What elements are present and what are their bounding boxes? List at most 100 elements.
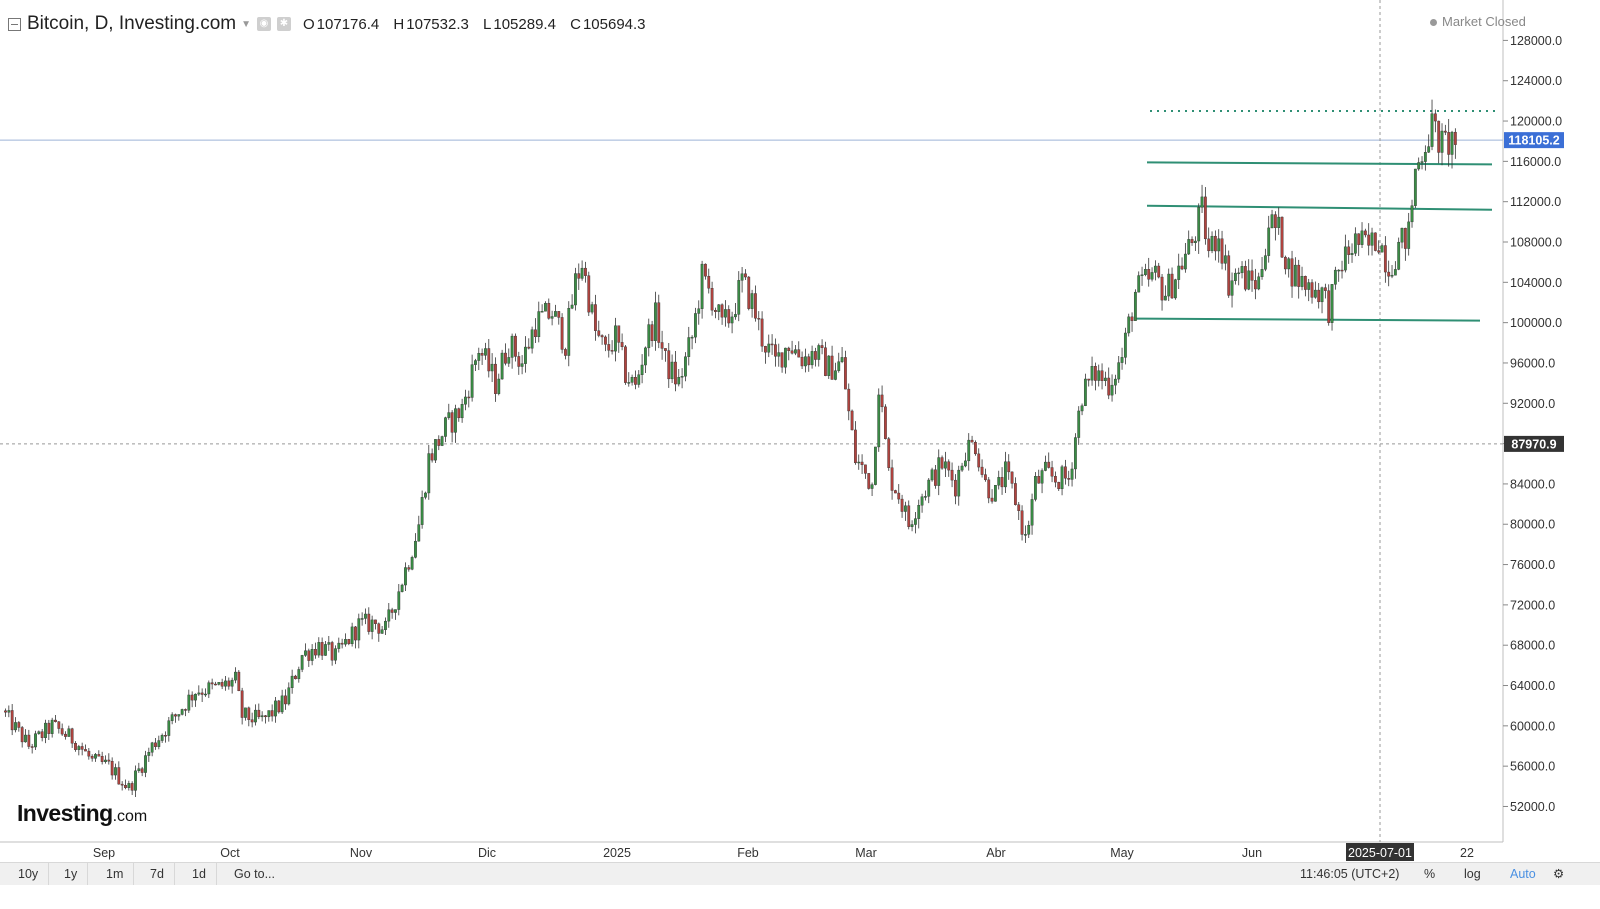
candle-up [1300,275,1304,287]
collapse-icon[interactable] [8,17,21,31]
y-tick-label: 120000.0 [1510,115,1562,129]
candle-up [550,316,554,319]
candle-down [867,473,871,489]
candle-down [1180,265,1184,270]
candle-down [1093,366,1097,381]
candle-up [1033,476,1037,500]
candle-down [610,350,614,352]
candle-up [694,313,697,338]
x-tick-label: 22 [1460,846,1474,860]
candle-down [597,330,601,336]
candle-down [1010,471,1014,484]
candle-down [210,682,214,685]
candle-down [1290,258,1294,287]
gear-icon[interactable]: ⚙ [1553,867,1565,881]
candle-up [360,618,364,620]
candle-up [1330,284,1334,323]
candle-down [90,755,94,759]
candle-up [1177,265,1181,280]
candle-up [857,461,861,464]
candlestick-chart[interactable]: 128000.0 124000.0 120000.0 116000.0 112000.0… [0,0,1600,862]
candle-down [977,453,981,468]
candle-down [864,464,867,474]
open-value: 107176.4 [316,15,380,33]
candle-up [417,524,421,542]
chevron-down-icon[interactable]: ▼ [241,18,251,30]
candle-down [4,710,7,713]
y-tick-label: 64000.0 [1510,679,1555,693]
y-tick-label: 84000.0 [1510,477,1555,491]
candle-up [357,618,361,641]
candle-up [394,609,397,613]
candle-up [420,497,424,525]
auto-button[interactable]: Auto [1510,867,1536,881]
candle-down [374,619,377,624]
candle-down [120,783,124,786]
candle-up [474,360,477,365]
percent-button[interactable]: % [1424,867,1436,881]
range-7d-button[interactable]: 7d [140,863,175,885]
bottom-toolbar: 10y 1y 1m 7d 1d Go to... 11:46:05 (UTC+2… [0,862,1600,885]
x-tick-label: Nov [350,846,373,860]
candle-down [940,457,944,469]
candle-up [1193,240,1197,244]
current-price-badge-bg [1504,132,1564,149]
candle-up [874,446,877,485]
candle-up [687,337,691,357]
range-10y-button[interactable]: 10y [8,863,50,885]
candle-down [954,479,957,497]
candle-down [1437,120,1441,153]
log-button[interactable]: log [1464,867,1481,881]
candle-down [227,680,231,687]
candle-up [544,302,547,312]
candle-up [1393,269,1397,276]
candle-up [670,361,674,380]
candle-down [70,728,74,744]
candle-up [1223,255,1227,264]
candle-up [317,642,321,656]
symbol-title[interactable]: Bitcoin, D, Investing.com [27,13,237,34]
candle-down [897,492,901,500]
candle-up [1230,280,1234,296]
candle-down [624,346,627,383]
candle-up [380,629,384,634]
candle-down [720,304,724,318]
candle-down [907,505,911,527]
candle-up [217,682,221,685]
candle-up [750,293,754,309]
y-tick-label: 92000.0 [1510,397,1555,411]
candle-down [880,394,884,408]
candle-down [950,469,954,481]
candle-down [257,709,261,718]
candle-down [890,467,894,491]
candle-down [1160,276,1164,301]
settings-icon[interactable]: ✱ [277,17,291,31]
candle-down [664,348,667,351]
candle-up [387,609,391,622]
goto-button[interactable]: Go to... [234,867,275,881]
candle-up [810,351,814,366]
candle-up [827,355,831,376]
candle-up [1103,377,1107,382]
candle-up [1217,238,1221,252]
candle-up [454,408,457,433]
eye-icon[interactable]: ◉ [257,17,271,31]
candle-down [190,694,194,701]
y-tick-label: 60000.0 [1510,719,1555,733]
candle-down [1147,269,1151,280]
y-tick-label: 72000.0 [1510,598,1555,612]
range-1d-button[interactable]: 1d [182,863,217,885]
candle-down [707,275,711,289]
candle-down [660,342,664,349]
candle-up [444,417,447,437]
candle-down [800,356,804,367]
candle-down [674,361,677,385]
candle-up [477,353,481,361]
candle-up [94,754,97,759]
candle-up [1070,468,1074,480]
range-1m-button[interactable]: 1m [96,863,135,885]
candle-up [927,479,931,497]
x-tick-label: Abr [986,846,1005,860]
range-1y-button[interactable]: 1y [54,863,89,885]
candle-up [654,302,657,341]
